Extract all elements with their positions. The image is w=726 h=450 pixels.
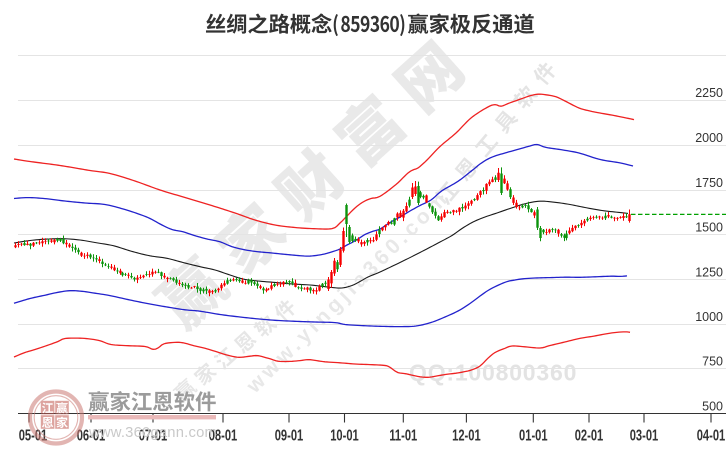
svg-text:2250: 2250 [695, 86, 723, 100]
svg-text:07-01: 07-01 [139, 427, 168, 444]
svg-text:10-01: 10-01 [330, 427, 359, 444]
svg-text:08-01: 08-01 [209, 427, 238, 444]
svg-text:500: 500 [702, 399, 723, 413]
svg-text:09-01: 09-01 [275, 427, 304, 444]
svg-text:1500: 1500 [695, 220, 723, 234]
svg-text:www.360gann.com: www.360gann.com [88, 425, 217, 441]
svg-text:06-01: 06-01 [77, 427, 106, 444]
svg-text:750: 750 [702, 355, 723, 369]
svg-text:03-01: 03-01 [630, 427, 659, 444]
svg-text:12-01: 12-01 [452, 427, 481, 444]
svg-text:1750: 1750 [695, 176, 723, 190]
svg-text:01-01: 01-01 [519, 427, 548, 444]
svg-text:QQ:100800360: QQ:100800360 [409, 360, 577, 386]
svg-text:02-01: 02-01 [575, 427, 604, 444]
svg-text:04-01: 04-01 [697, 427, 726, 444]
svg-text:1000: 1000 [695, 310, 723, 324]
svg-text:1250: 1250 [695, 265, 723, 279]
svg-text:11-01: 11-01 [389, 427, 417, 444]
svg-text:2000: 2000 [695, 131, 723, 145]
